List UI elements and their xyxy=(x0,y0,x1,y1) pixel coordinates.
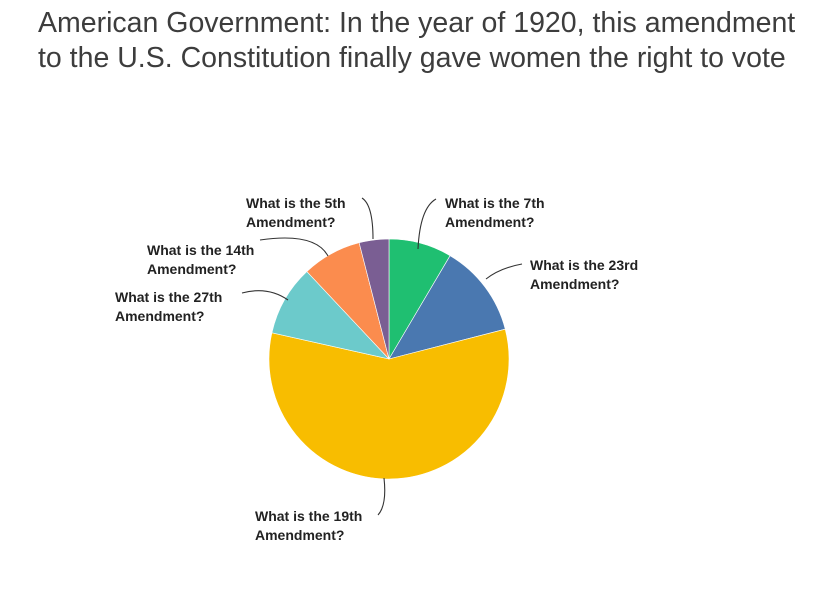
slice-label-what-is-the-5th: What is the 5th Amendment? xyxy=(246,195,346,230)
leader-line-what-is-the-23rd xyxy=(485,263,523,280)
leader-line-what-is-the-27th xyxy=(241,290,289,301)
pie-labels: What is the 7th Amendment? What is the 23r… xyxy=(115,195,638,543)
leader-line-what-is-the-14th xyxy=(259,237,329,257)
pie-slices xyxy=(268,238,510,480)
pie-slice-what-is-the-23rd xyxy=(388,255,506,360)
leader-line-what-is-the-19th xyxy=(377,477,386,516)
slice-label-what-is-the-7th: What is the 7th Amendment? xyxy=(445,195,545,230)
slice-label-what-is-the-23rd: What is the 23rd Amendment? xyxy=(530,257,638,292)
slice-label-what-is-the-19th: What is the 19th Amendment? xyxy=(255,508,362,543)
chart-title: American Government: In the year of 1920… xyxy=(38,7,796,74)
leader-line-what-is-the-7th xyxy=(417,198,437,250)
pie-slice-what-is-the-19th xyxy=(268,328,510,480)
pie-slice-what-is-the-5th xyxy=(358,238,390,360)
leader-line-what-is-the-5th xyxy=(361,197,374,240)
slice-label-what-is-the-14th: What is the 14th Amendment? xyxy=(147,242,254,277)
slice-label-what-is-the-27th: What is the 27th Amendment? xyxy=(115,289,222,324)
